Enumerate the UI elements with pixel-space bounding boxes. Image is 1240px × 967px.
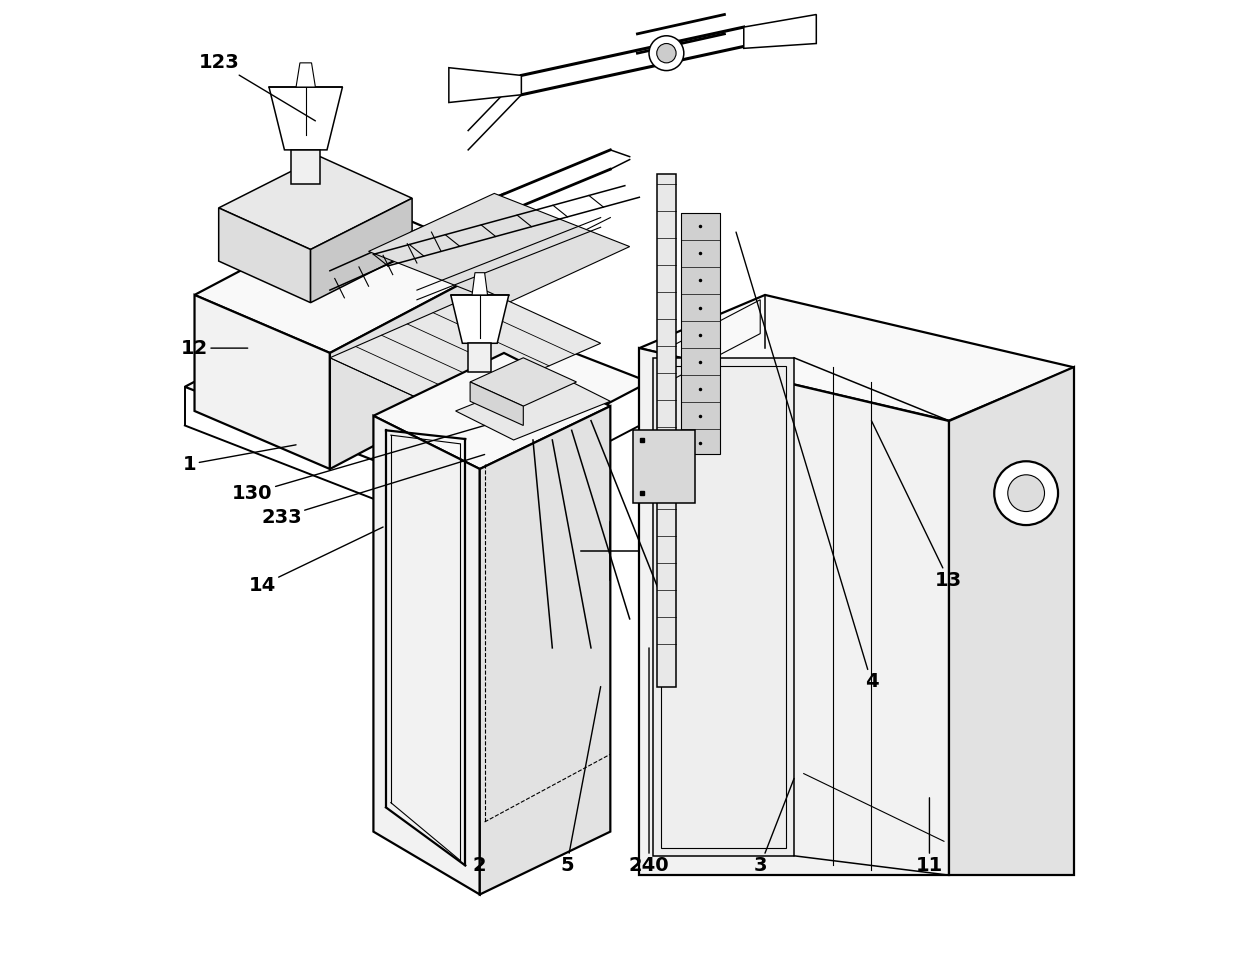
Text: 12: 12 [181, 338, 248, 358]
Polygon shape [661, 366, 786, 848]
Polygon shape [451, 295, 508, 343]
Text: 3: 3 [754, 778, 794, 875]
Circle shape [657, 44, 676, 63]
Polygon shape [185, 280, 649, 488]
Polygon shape [632, 430, 696, 503]
Text: 1: 1 [182, 445, 296, 474]
Circle shape [649, 36, 683, 71]
Text: 233: 233 [262, 454, 485, 527]
Polygon shape [269, 87, 342, 150]
Circle shape [994, 461, 1058, 525]
Polygon shape [455, 372, 610, 440]
Polygon shape [330, 261, 503, 469]
Polygon shape [640, 348, 949, 875]
Circle shape [1008, 475, 1044, 512]
Polygon shape [373, 353, 610, 469]
Text: 123: 123 [198, 53, 315, 121]
Polygon shape [470, 382, 523, 425]
Polygon shape [368, 193, 630, 305]
Polygon shape [653, 358, 794, 856]
Polygon shape [472, 273, 487, 295]
Polygon shape [640, 295, 1075, 421]
Text: 130: 130 [232, 425, 485, 503]
Polygon shape [218, 208, 310, 303]
Polygon shape [949, 367, 1075, 875]
Text: 14: 14 [248, 527, 383, 595]
Polygon shape [291, 150, 320, 184]
Polygon shape [330, 290, 600, 411]
Polygon shape [657, 174, 676, 687]
Text: 2: 2 [472, 822, 486, 875]
Text: 13: 13 [872, 421, 962, 590]
Polygon shape [195, 203, 503, 353]
Polygon shape [296, 63, 315, 87]
Polygon shape [449, 68, 521, 103]
Text: 11: 11 [916, 798, 944, 875]
Polygon shape [681, 213, 719, 454]
Polygon shape [469, 343, 491, 372]
Polygon shape [480, 406, 610, 894]
Polygon shape [470, 358, 577, 406]
Polygon shape [744, 15, 816, 48]
Polygon shape [218, 157, 412, 249]
Text: 240: 240 [629, 648, 670, 875]
Text: 5: 5 [560, 687, 600, 875]
Text: 4: 4 [737, 232, 878, 691]
Polygon shape [195, 295, 330, 469]
Polygon shape [310, 198, 412, 303]
Polygon shape [373, 416, 480, 894]
